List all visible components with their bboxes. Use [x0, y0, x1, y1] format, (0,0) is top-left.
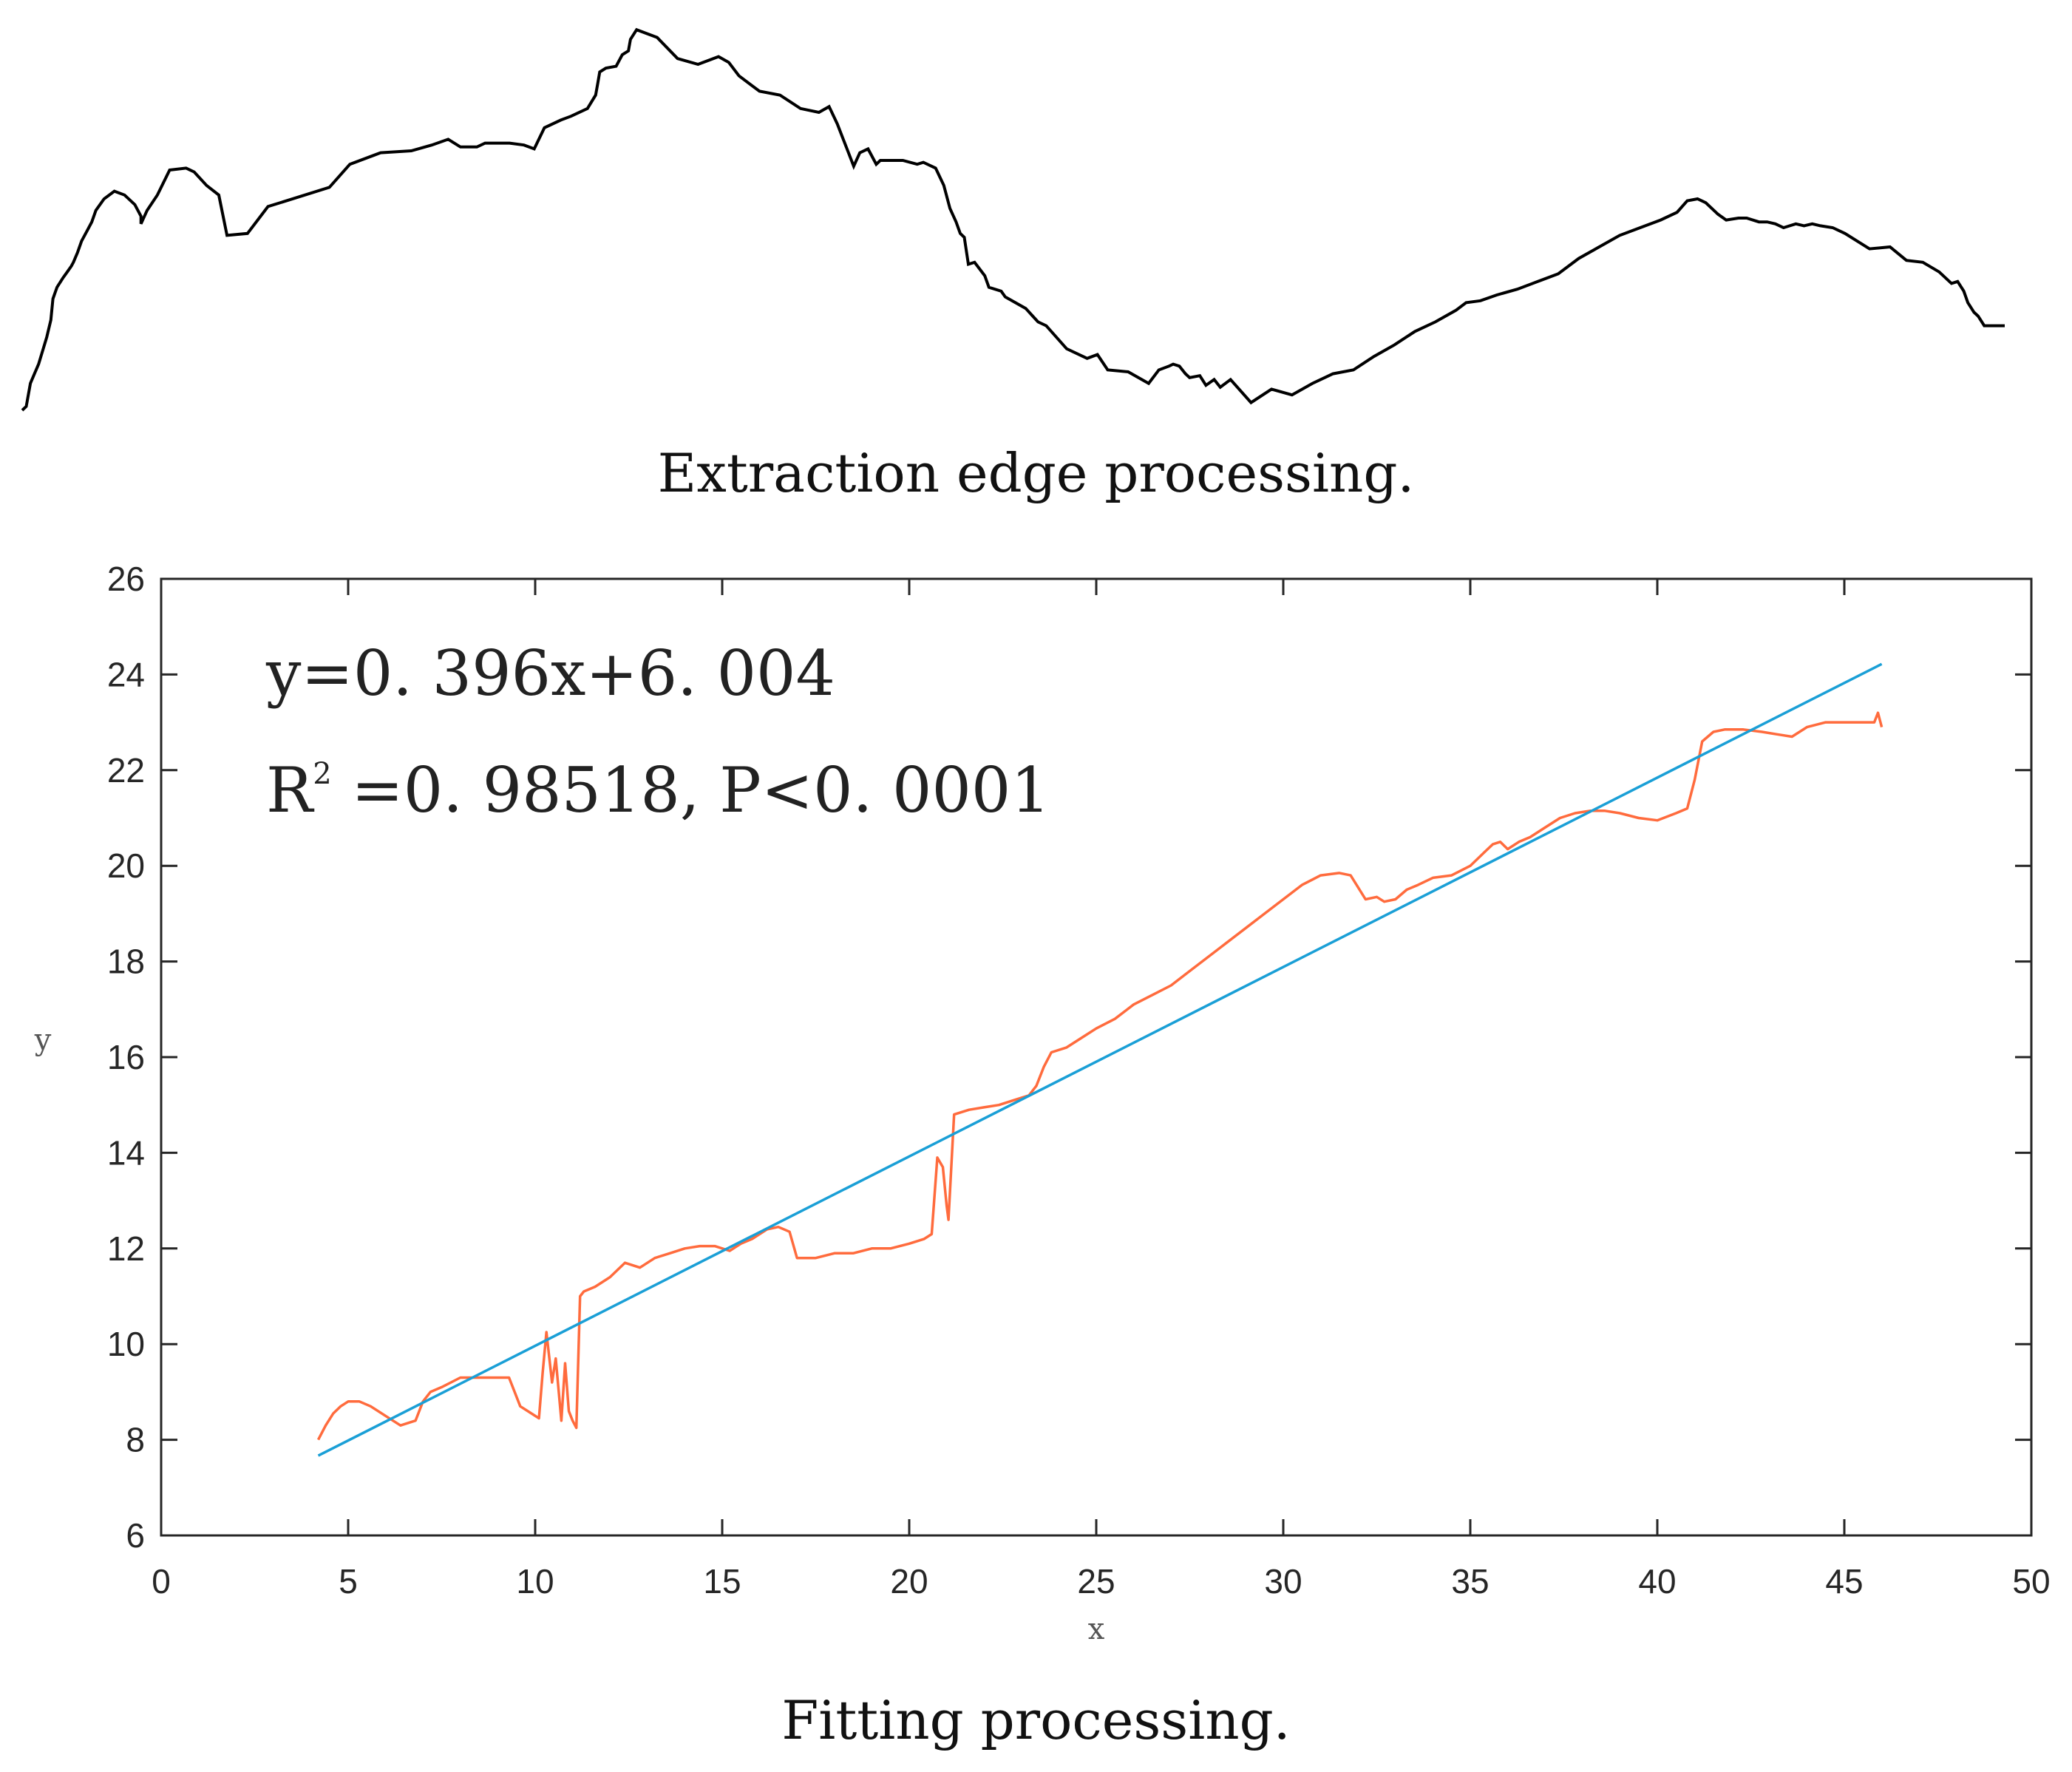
- x-tick-label: 25: [1077, 1562, 1115, 1600]
- series-layer: [316, 662, 1884, 1457]
- regression-equation: y=0. 396x+6. 004: [265, 637, 835, 710]
- edge-contour-panel: [21, 27, 2005, 412]
- edge-caption: Extraction edge processing.: [657, 442, 1415, 504]
- y-tick-label: 26: [107, 560, 145, 598]
- x-tick-label: 45: [1825, 1562, 1863, 1600]
- x-tick-label: 35: [1451, 1562, 1489, 1600]
- x-tick-label: 40: [1638, 1562, 1676, 1600]
- edge-contour-line: [21, 27, 2005, 412]
- measured-series-line: [316, 711, 1884, 1441]
- x-tick-label: 30: [1264, 1562, 1302, 1600]
- r2-value: =0. 98518, P<0. 0001: [332, 754, 1050, 826]
- x-tick-label: 20: [890, 1562, 928, 1600]
- x-tick-label: 10: [516, 1562, 554, 1600]
- y-tick-label: 14: [107, 1133, 145, 1172]
- y-tick-label: 20: [107, 846, 145, 885]
- y-tick-label: 24: [107, 655, 145, 693]
- y-tick-label: 8: [126, 1421, 145, 1459]
- fit-caption: Fitting processing.: [781, 1689, 1291, 1751]
- y-tick-label: 22: [107, 751, 145, 790]
- x-tick-label: 15: [703, 1562, 741, 1600]
- y-tick-label: 12: [107, 1229, 145, 1268]
- r2-superscript: 2: [313, 757, 331, 791]
- fitting-chart: 0 5 10 15 20 25 30 35 40 45 50 6 8 10 12 14 16 18 20 22 24 26…: [34, 560, 2051, 1646]
- x-tick-label: 5: [339, 1562, 358, 1600]
- y-axis-label: y: [34, 1023, 52, 1057]
- x-axis-label: x: [1088, 1612, 1105, 1646]
- plot-frame: [160, 577, 2033, 1537]
- y-tick-label: 16: [107, 1038, 145, 1076]
- tick-labels: 0 5 10 15 20 25 30 35 40 45 50 6 8 10 12 14 16 18 20 22 24 26: [107, 560, 2051, 1600]
- y-tick-label: 18: [107, 943, 145, 981]
- y-tick-label: 6: [126, 1516, 145, 1555]
- r-squared-annotation: R2 =0. 98518, P<0. 0001: [266, 754, 1050, 826]
- r2-prefix: R: [266, 754, 315, 826]
- y-tick-label: 10: [107, 1325, 145, 1363]
- fitted-series-line: [317, 662, 1883, 1457]
- x-tick-label: 0: [152, 1562, 171, 1600]
- x-tick-label: 50: [2012, 1562, 2050, 1600]
